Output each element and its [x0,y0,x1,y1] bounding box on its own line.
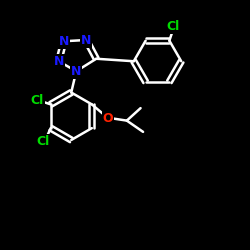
Text: N: N [54,55,64,68]
Text: N: N [71,65,82,78]
Text: Cl: Cl [166,20,180,34]
Text: Cl: Cl [36,136,50,148]
Text: N: N [58,35,69,48]
Text: O: O [103,112,114,124]
Text: Cl: Cl [30,94,44,107]
Text: N: N [81,34,92,46]
